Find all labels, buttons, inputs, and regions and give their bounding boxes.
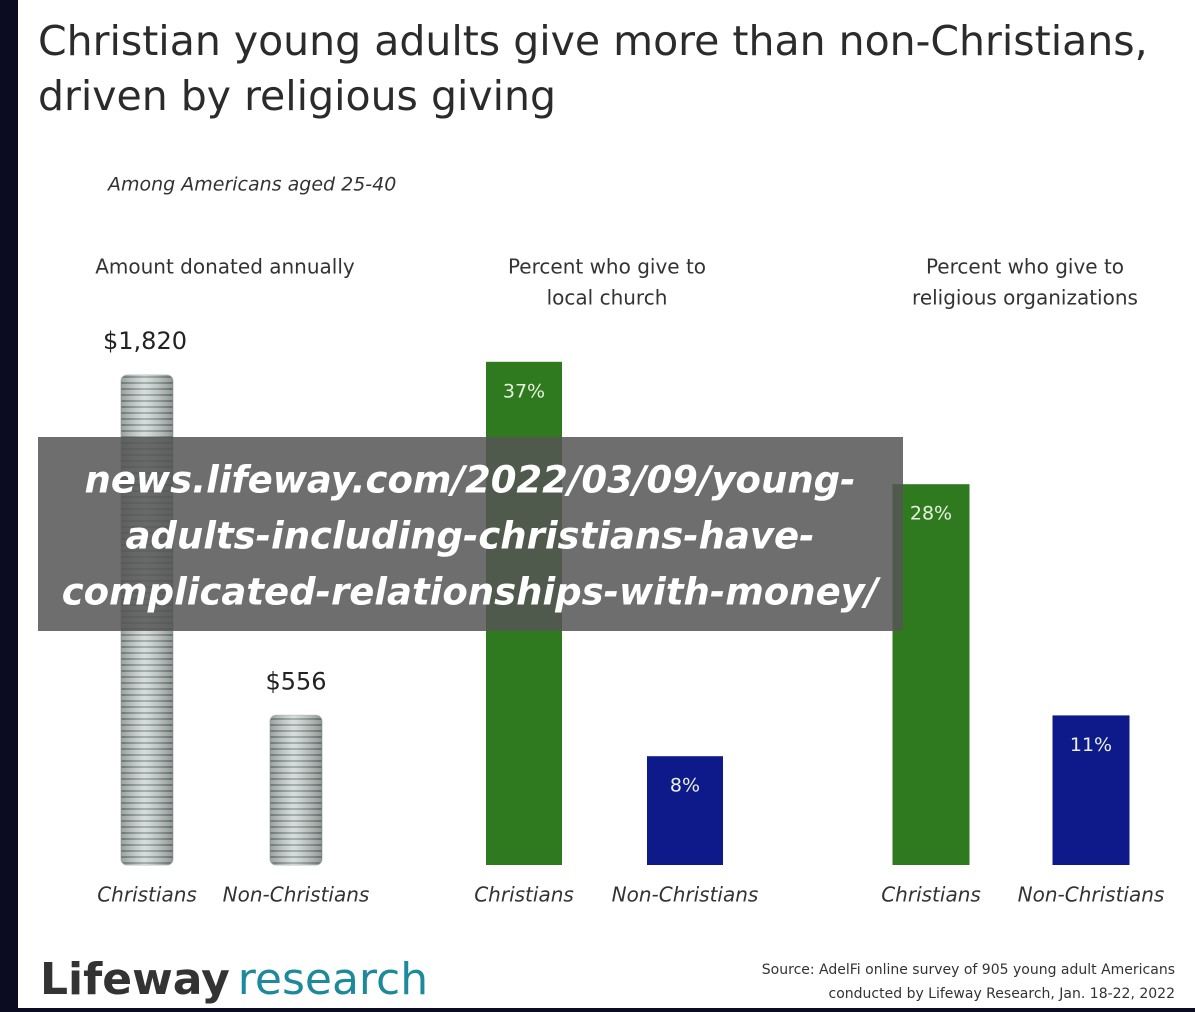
- bar: [892, 484, 970, 865]
- category-label: Non-Christians: [612, 883, 759, 907]
- panel-title: Percent who give to: [508, 255, 706, 279]
- coin-shade: [270, 715, 322, 865]
- bar: [1052, 715, 1130, 865]
- subtitle: Among Americans aged 25-40: [106, 174, 396, 196]
- value-label: 37%: [503, 380, 545, 402]
- source: Source: AdelFi online survey of 905 youn…: [762, 962, 1175, 978]
- value-label: 11%: [1070, 734, 1112, 756]
- panel-title: Amount donated annually: [95, 255, 355, 279]
- title: Christian young adults give more than no…: [38, 17, 1148, 65]
- overlay-text: adults-including-christians-have-: [125, 515, 814, 558]
- panel-title: religious organizations: [912, 286, 1138, 310]
- overlay: news.lifeway.com/2022/03/09/young-adults…: [38, 437, 903, 631]
- panel-title: local church: [547, 286, 668, 310]
- panel: Percent who give to religious organizatio…: [881, 255, 1164, 907]
- overlay-text: complicated-relationships-with-money/: [62, 571, 882, 614]
- logo-word: research: [238, 954, 428, 1005]
- value-label: 8%: [670, 775, 700, 797]
- overlay-text: news.lifeway.com/2022/03/09/young-: [84, 459, 855, 502]
- title: driven by religious giving: [38, 72, 556, 120]
- logo: Lifeway research: [40, 954, 428, 1005]
- category-label: Christians: [881, 883, 981, 907]
- category-label: Christians: [97, 883, 197, 907]
- value-label: 28%: [910, 503, 952, 525]
- overlay-box: [38, 437, 903, 631]
- source: conducted by Lifeway Research, Jan. 18-2…: [829, 986, 1175, 1002]
- value-label: $1,820: [103, 327, 187, 355]
- panel-title: Percent who give to: [926, 255, 1124, 279]
- value-label: $556: [265, 667, 326, 695]
- category-label: Christians: [474, 883, 574, 907]
- category-label: Non-Christians: [1018, 883, 1165, 907]
- logo-brand: Lifeway: [40, 954, 230, 1005]
- bar: [647, 756, 723, 865]
- category-label: Non-Christians: [223, 883, 370, 907]
